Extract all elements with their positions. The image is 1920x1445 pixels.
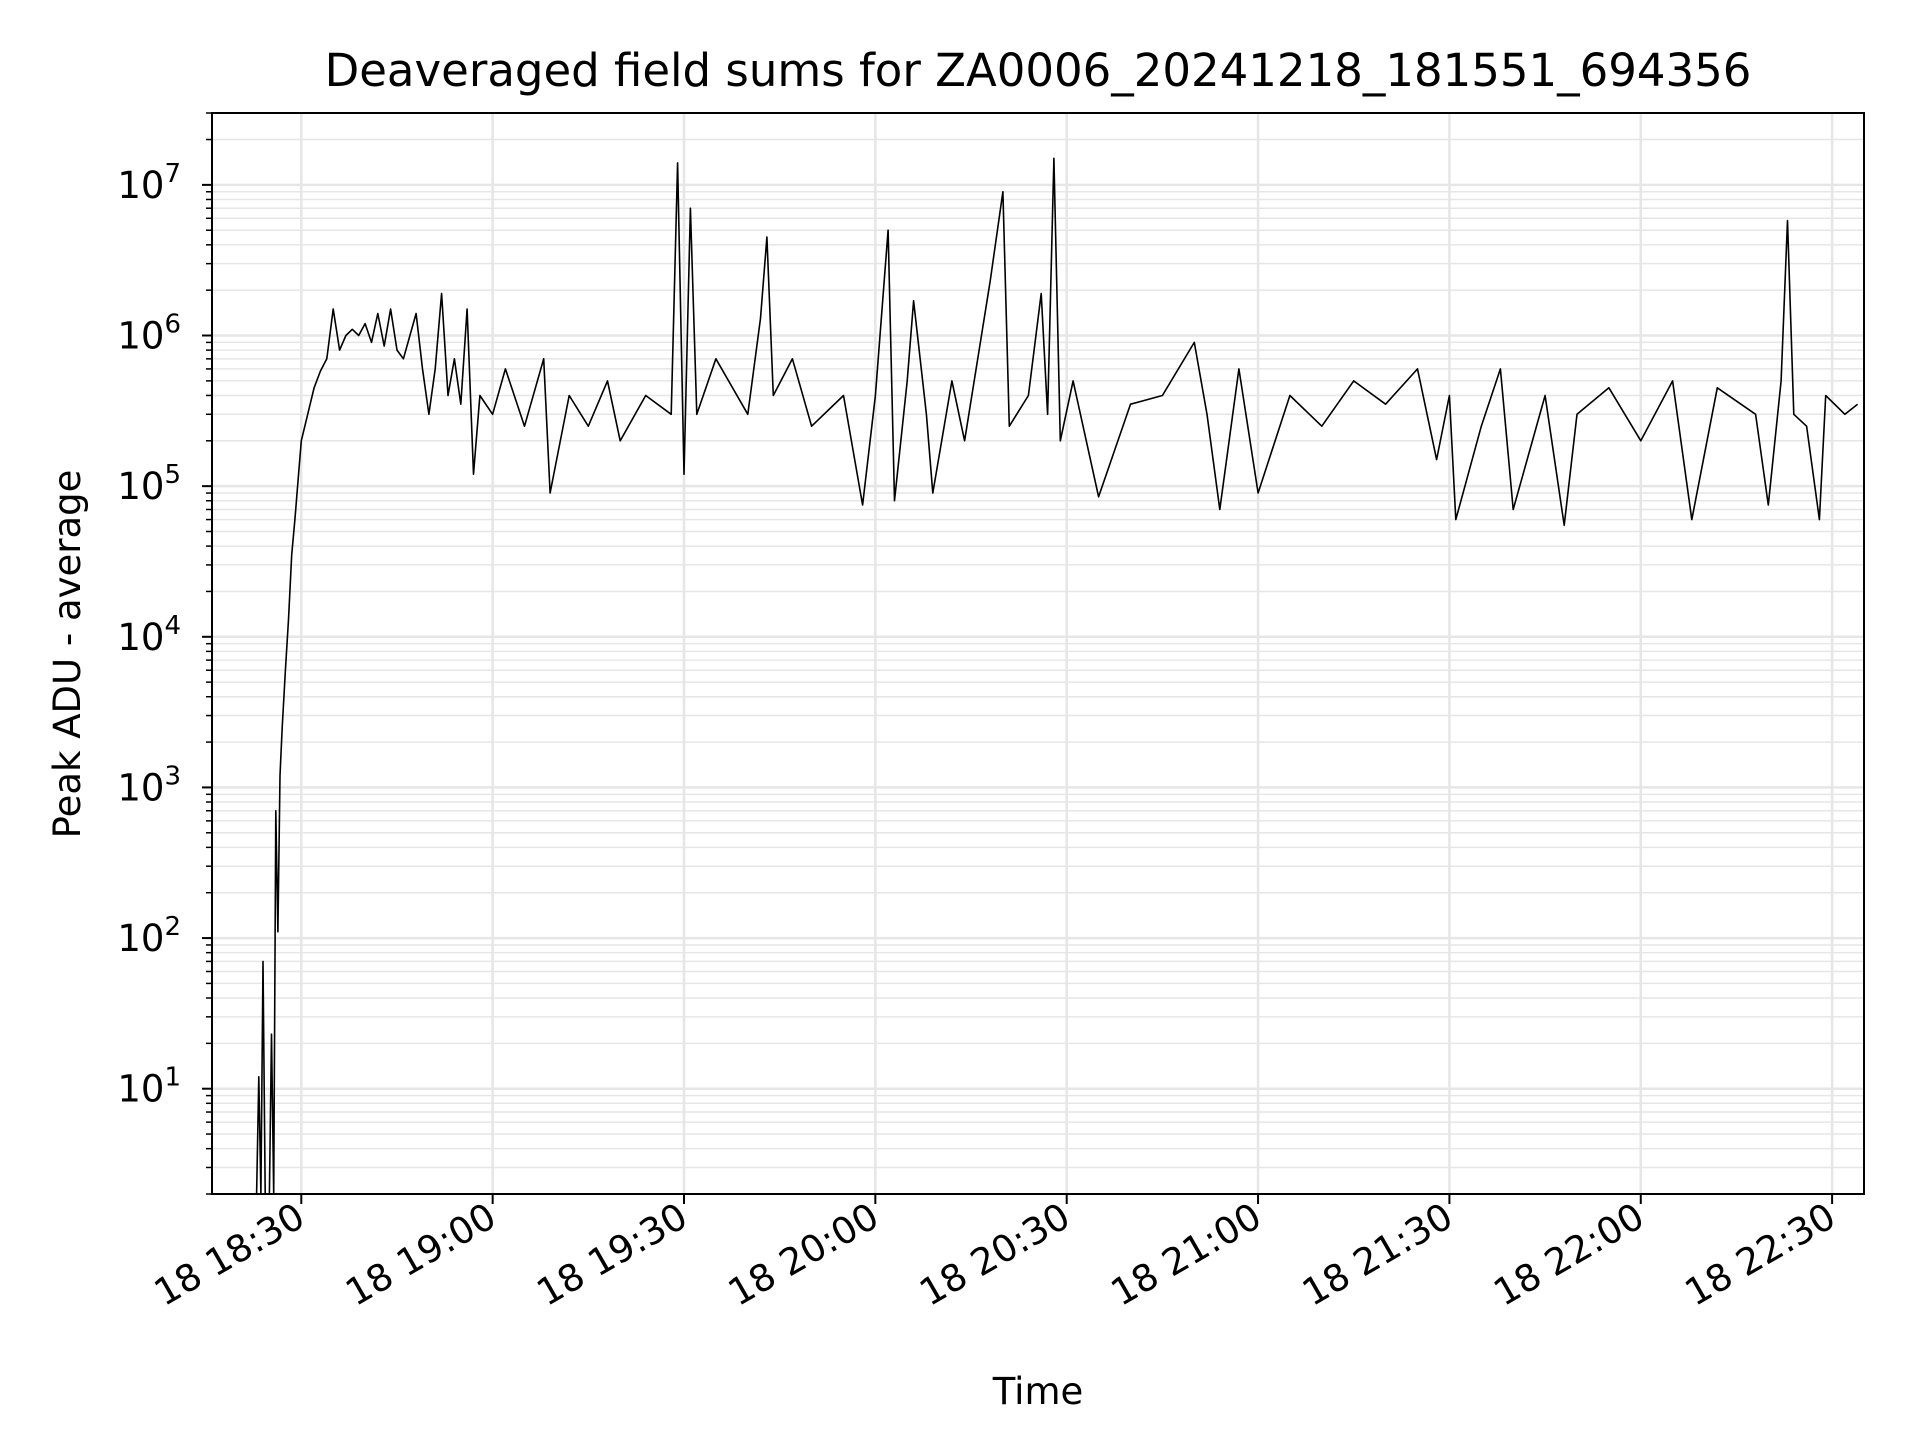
y-tick-label: 101: [117, 1063, 181, 1111]
y-axis-label: Peak ADU - average: [46, 470, 89, 839]
chart-title: Deaveraged field sums for ZA0006_2024121…: [325, 44, 1752, 97]
y-tick-label: 105: [117, 460, 181, 508]
y-tick-label: 103: [117, 761, 181, 809]
plot-area-frame: [211, 112, 1865, 1195]
y-tick-label: 104: [117, 611, 181, 659]
y-tick-label: 107: [117, 159, 181, 207]
x-axis-label: Time: [992, 1370, 1084, 1413]
y-tick-label: 102: [117, 912, 181, 960]
y-tick-label: 106: [117, 310, 181, 358]
series-line: [255, 157, 1859, 1195]
series-layer: [255, 157, 1859, 1195]
